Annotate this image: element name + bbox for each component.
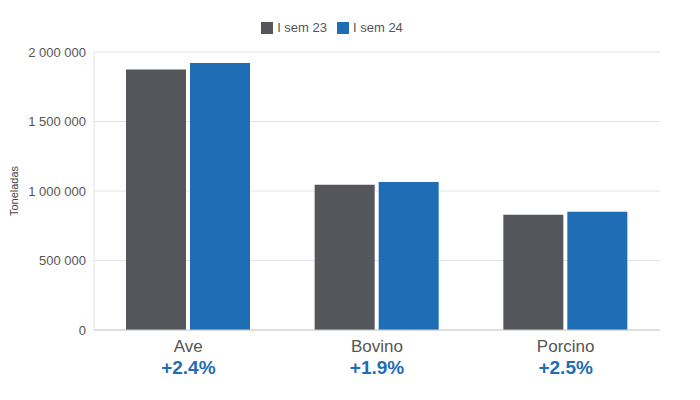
svg-text:+2.4%: +2.4%: [161, 357, 216, 378]
svg-text:+1.9%: +1.9%: [350, 357, 405, 378]
svg-text:500 000: 500 000: [39, 253, 86, 268]
svg-text:Porcino: Porcino: [537, 337, 595, 356]
svg-text:Toneladas: Toneladas: [8, 165, 20, 216]
html-text:I sem 23: I sem 23: [277, 20, 327, 35]
svg-text:2 000 000: 2 000 000: [28, 45, 86, 60]
svg-text:+2.5%: +2.5%: [538, 357, 593, 378]
svg-text:Ave: Ave: [174, 337, 203, 356]
svg-text:1 000 000: 1 000 000: [28, 184, 86, 199]
svg-text:Bovino: Bovino: [351, 337, 403, 356]
svg-text:0: 0: [79, 323, 86, 338]
html-text:I sem 24: I sem 24: [353, 20, 403, 35]
svg-text:1 500 000: 1 500 000: [28, 114, 86, 129]
